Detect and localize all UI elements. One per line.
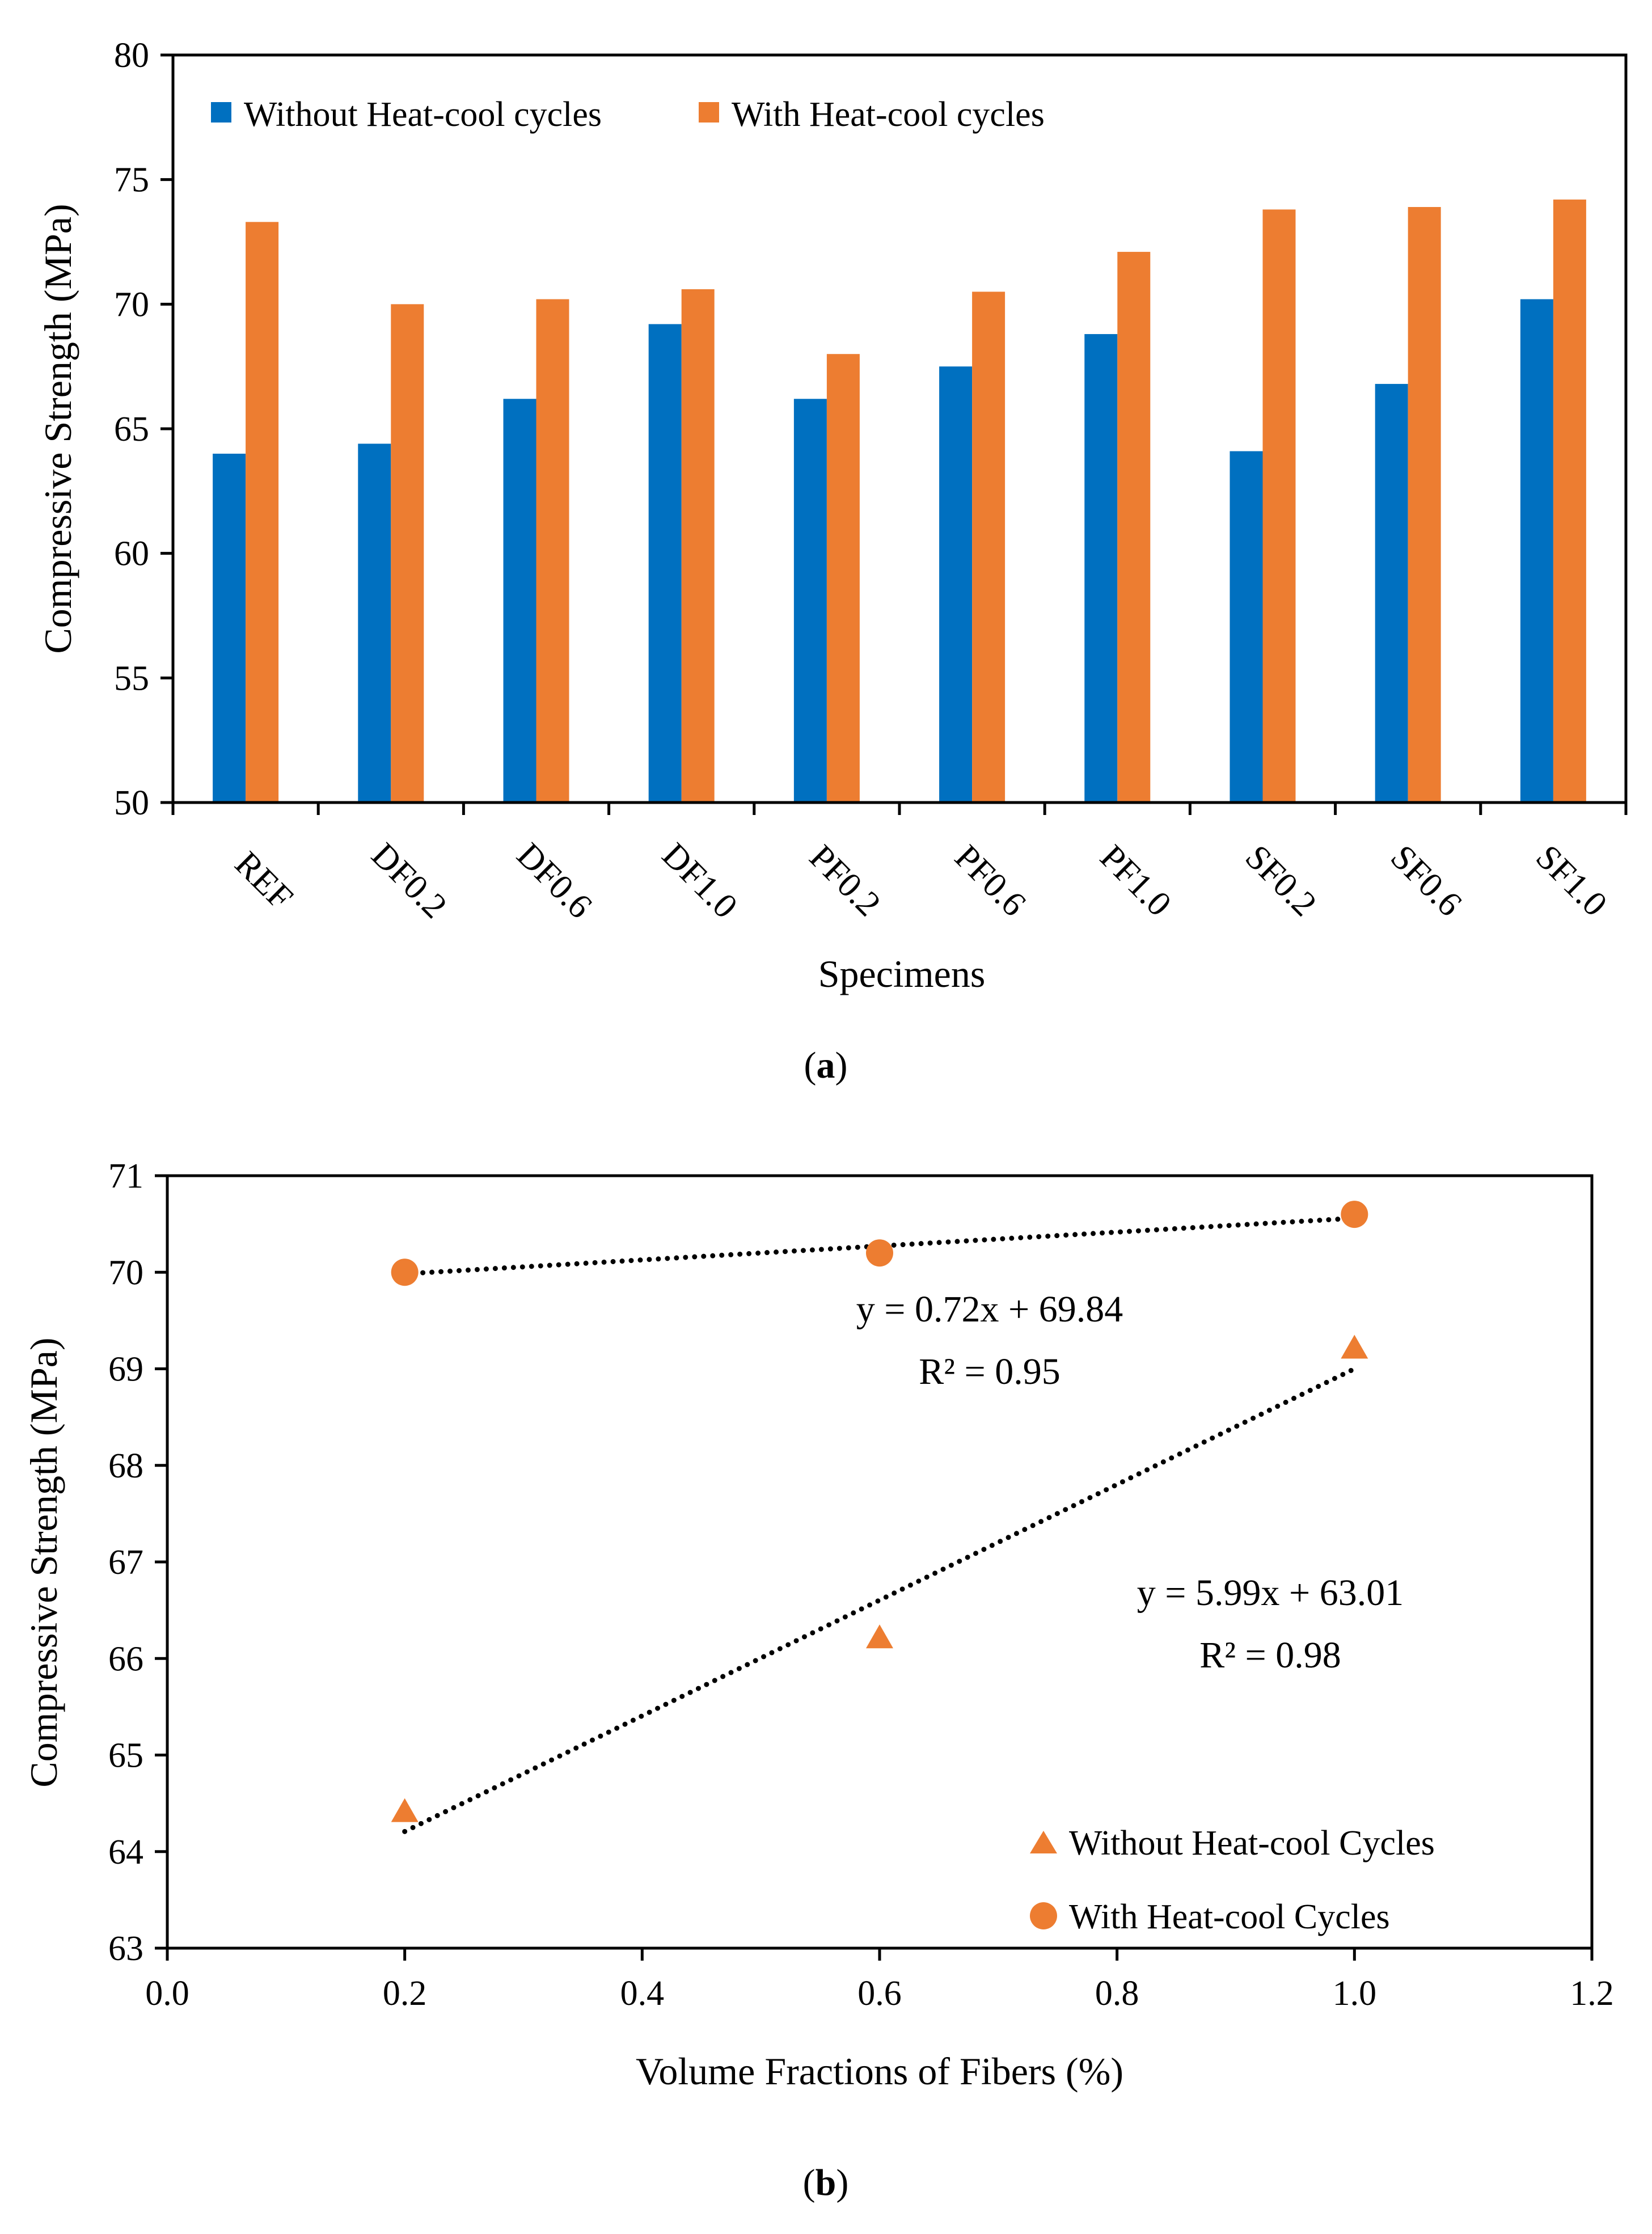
equation-with-label: y = 0.72x + 69.84 (856, 1289, 1123, 1330)
bar-without-PF0.2 (793, 399, 827, 803)
legend-circle-marker (1030, 1902, 1057, 1929)
r2-with-label: R² = 0.95 (919, 1351, 1061, 1392)
x-tick-label: 0.6 (857, 1974, 902, 2013)
point-triangle (866, 1624, 893, 1649)
bar-without-SF1.0 (1520, 299, 1553, 803)
x-tick-label: SF0.6 (1383, 838, 1469, 924)
y-tick-label: 65 (114, 410, 149, 449)
y-tick-label: 64 (108, 1833, 143, 1872)
legend-label-without-cycles: Without Heat-cool Cycles (1069, 1824, 1435, 1863)
chart-b-scatter: 63 64 65 66 67 68 69 70 71 0.0 0.2 0.4 0.6 0.8 1.0 1.2… (22, 1157, 1614, 2203)
trendline-without (402, 1366, 1357, 1834)
y-tick-label: 65 (108, 1737, 143, 1775)
x-tick-label: DF1.0 (654, 835, 745, 926)
x-tick-label: SF0.2 (1238, 838, 1324, 924)
y-tick-label: 67 (108, 1543, 143, 1582)
bar-with-DF0.2 (391, 304, 424, 803)
point-triangle (391, 1798, 419, 1822)
x-tick-label: 0.8 (1095, 1974, 1139, 2013)
caption-a-close: ) (835, 1045, 848, 1086)
caption-b-close: ) (836, 2162, 848, 2203)
point-circle (866, 1239, 893, 1267)
chart-a-bars (213, 199, 1586, 803)
caption-b-open: ( (803, 2162, 816, 2203)
y-tick-label: 70 (108, 1253, 143, 1292)
bar-without-PF1.0 (1084, 334, 1118, 803)
legend-triangle-marker (1030, 1831, 1057, 1853)
bar-without-DF1.0 (648, 324, 682, 803)
legend-label-with-cycles: With Heat-cool Cycles (1069, 1898, 1390, 1936)
x-tick-label: REF (227, 844, 300, 917)
point-circle (391, 1259, 419, 1286)
bar-with-SF0.2 (1262, 209, 1296, 803)
x-tick-label: DF0.6 (509, 835, 599, 926)
bar-without-PF0.6 (939, 366, 973, 803)
bar-without-SF0.6 (1375, 383, 1408, 803)
x-tick-label: 1.2 (1570, 1974, 1614, 2013)
y-tick-label: 66 (108, 1640, 143, 1678)
y-tick-label: 69 (108, 1350, 143, 1389)
bar-with-PF1.0 (1117, 252, 1151, 803)
x-tick-label: PF0.6 (947, 838, 1033, 924)
chart-b-points (391, 1201, 1368, 1822)
chart-b-y-axis-title: Compressive Strength (MPa) (22, 1337, 65, 1787)
equation-without-label: y = 5.99x + 63.01 (1137, 1572, 1404, 1614)
y-tick-label: 55 (114, 659, 149, 698)
chart-b-legend: Without Heat-cool Cycles With Heat-cool … (1030, 1824, 1435, 1936)
legend-swatch-with (699, 102, 719, 123)
legend-swatch-without (211, 102, 231, 123)
y-tick-label: 71 (108, 1157, 143, 1196)
chart-a-legend: Without Heat-cool cycles With Heat-cool … (211, 95, 1045, 134)
y-tick-label: 50 (114, 784, 149, 822)
x-tick-label: 0.0 (145, 1974, 189, 2013)
chart-a-x-axis-title: Specimens (818, 952, 986, 995)
bar-without-SF0.2 (1230, 451, 1263, 803)
x-tick-label: PF1.0 (1093, 838, 1179, 924)
chart-b-x-axis: 0.0 0.2 0.4 0.6 0.8 1.0 1.2 (145, 1948, 1614, 2013)
legend-label-without: Without Heat-cool cycles (244, 95, 602, 134)
x-tick-label: DF0.2 (364, 835, 454, 926)
bar-with-SF0.6 (1408, 206, 1441, 803)
bar-with-DF0.6 (536, 299, 569, 803)
r2-without-label: R² = 0.98 (1199, 1635, 1341, 1676)
y-tick-label: 68 (108, 1447, 143, 1485)
chart-b-trendlines (402, 1215, 1357, 1834)
bar-with-SF1.0 (1553, 199, 1586, 803)
x-tick-label: PF0.2 (802, 838, 888, 924)
bar-with-DF1.0 (681, 289, 715, 803)
chart-a-bar: 50 55 60 65 70 75 80 REF DF0.2 DF0.6 DF1.0 PF0.2 PF… (36, 36, 1628, 1086)
bar-without-DF0.2 (358, 444, 391, 803)
chart-a-y-axis: 50 55 60 65 70 75 80 (114, 36, 173, 822)
y-tick-label: 63 (108, 1929, 143, 1968)
caption-b-letter: b (816, 2162, 836, 2203)
bar-without-DF0.6 (503, 399, 536, 803)
caption-a-letter: a (817, 1045, 835, 1086)
bar-with-REF (246, 222, 279, 803)
legend-label-with: With Heat-cool cycles (732, 95, 1045, 134)
x-tick-label: 1.0 (1333, 1974, 1377, 2013)
point-triangle (1341, 1335, 1368, 1359)
chart-b-y-axis: 63 64 65 66 67 68 69 70 71 (108, 1157, 167, 1968)
chart-a-caption: (a) (804, 1045, 848, 1086)
bar-with-PF0.6 (972, 292, 1005, 803)
bar-without-REF (213, 453, 246, 803)
x-tick-label: SF1.0 (1528, 838, 1615, 924)
chart-b-caption: (b) (803, 2162, 849, 2203)
y-tick-label: 70 (114, 285, 149, 324)
caption-a-open: ( (804, 1045, 817, 1086)
x-tick-label: 0.2 (383, 1974, 427, 2013)
y-tick-label: 80 (114, 36, 149, 75)
y-tick-label: 60 (114, 535, 149, 573)
chart-a-y-axis-title: Compressive Strength (MPa) (36, 204, 79, 653)
y-tick-label: 75 (114, 161, 149, 200)
bar-with-PF0.2 (826, 354, 860, 803)
chart-b-x-axis-title: Volume Fractions of Fibers (%) (636, 2050, 1123, 2093)
point-circle (1341, 1201, 1368, 1228)
x-tick-label: 0.4 (620, 1974, 665, 2013)
chart-a-x-axis: REF DF0.2 DF0.6 DF1.0 PF0.2 PF0.6 PF1.0 SF0.2 SF… (171, 803, 1628, 926)
